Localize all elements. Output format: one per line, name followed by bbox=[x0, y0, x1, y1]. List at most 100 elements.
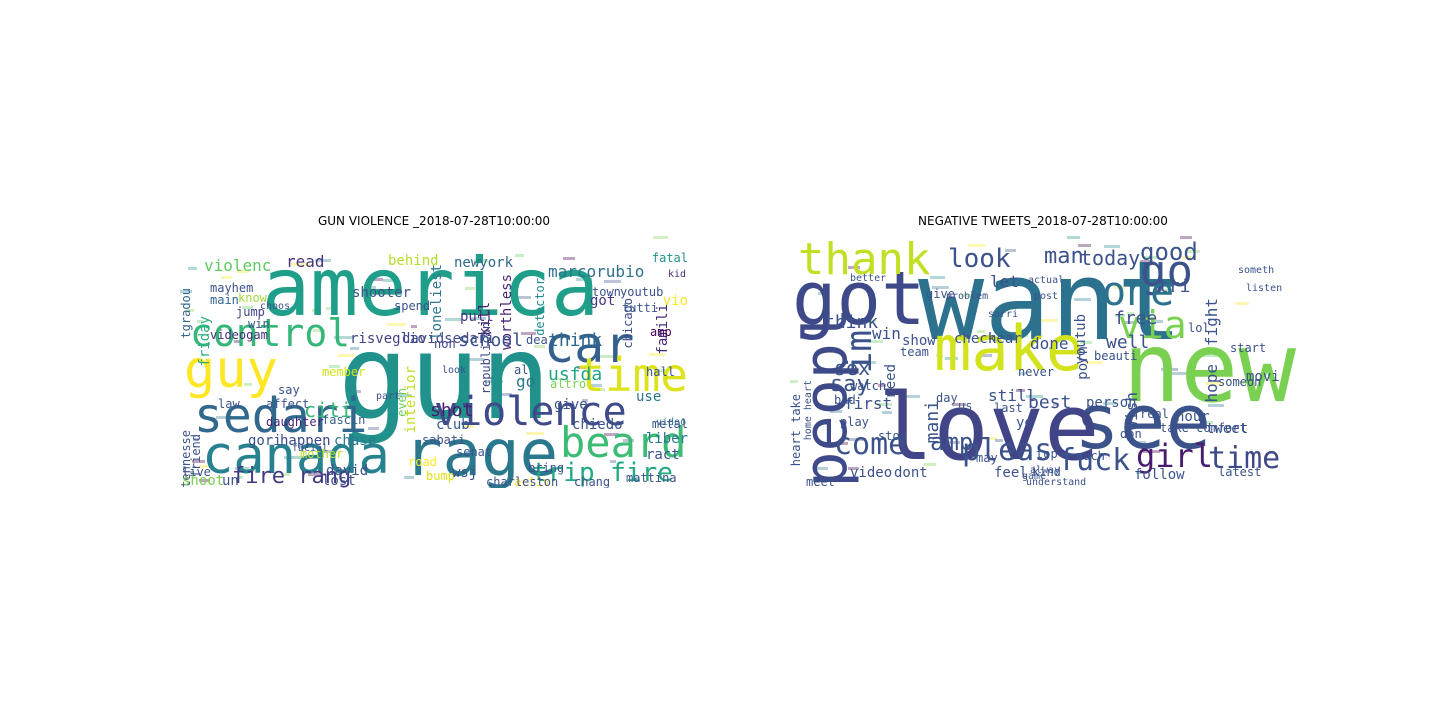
cloud-filler-mark bbox=[588, 361, 594, 364]
cloud-filler-mark bbox=[199, 479, 210, 482]
cloud-word: davidsedari bbox=[402, 331, 495, 347]
cloud-filler-mark bbox=[1152, 335, 1160, 338]
cloud-word: alway bbox=[1030, 465, 1061, 476]
cloud-filler-mark bbox=[463, 425, 474, 428]
cloud-filler-mark bbox=[319, 450, 334, 453]
cloud-filler-mark bbox=[1016, 389, 1025, 392]
panel-title: GUN VIOLENCE _2018-07-28T10:00:00 bbox=[317, 214, 551, 228]
cloud-filler-mark bbox=[604, 280, 621, 283]
cloud-filler-mark bbox=[350, 347, 359, 350]
cloud-word: real bbox=[1140, 407, 1169, 421]
cloud-filler-mark bbox=[326, 307, 332, 310]
wordcloud-panel-negative-tweets: NEGATIVE TWEETS_2018-07-28T10:00:00 want… bbox=[790, 212, 1296, 488]
cloud-word: republican bbox=[479, 322, 493, 395]
cloud-filler-mark bbox=[1202, 354, 1218, 357]
cloud-filler-mark bbox=[1140, 260, 1153, 263]
cloud-word: think bbox=[824, 312, 879, 333]
cloud-word: tweet bbox=[1206, 421, 1249, 437]
wordcloud-panel-gun-violence: GUN VIOLENCE _2018-07-28T10:00:00 americ… bbox=[180, 212, 688, 488]
cloud-word: detector bbox=[533, 278, 547, 336]
cloud-word: rage bbox=[404, 417, 559, 488]
cloud-word: violence bbox=[434, 389, 627, 435]
cloud-filler-mark bbox=[329, 365, 340, 368]
cloud-word: friday bbox=[197, 316, 213, 367]
cloud-word: loneliest bbox=[429, 264, 445, 340]
cloud-filler-mark bbox=[1186, 250, 1200, 253]
cloud-filler-mark bbox=[1127, 312, 1134, 315]
cloud-word: post bbox=[1034, 291, 1059, 302]
cloud-filler-mark bbox=[1238, 381, 1255, 384]
cloud-word: fascin bbox=[322, 413, 366, 427]
cloud-filler-mark bbox=[878, 384, 886, 387]
cloud-word: play bbox=[840, 415, 869, 429]
cloud-word: porn bbox=[1075, 346, 1091, 380]
cloud-filler-mark bbox=[1103, 402, 1116, 405]
cloud-filler-mark bbox=[1085, 361, 1102, 364]
cloud-word: dea bbox=[526, 333, 548, 347]
cloud-filler-mark bbox=[383, 279, 396, 282]
cloud-filler-mark bbox=[594, 388, 605, 391]
cloud-filler-mark bbox=[283, 473, 290, 476]
cloud-word: pleas bbox=[962, 433, 1053, 468]
cloud-word: america bbox=[262, 241, 600, 334]
cloud-filler-mark bbox=[610, 460, 616, 463]
cloud-word: mother bbox=[300, 447, 344, 461]
cloud-word: chiedo bbox=[572, 417, 623, 433]
cloud-word: affect bbox=[266, 397, 310, 411]
cloud-filler-mark bbox=[368, 427, 379, 430]
cloud-word: amp bbox=[930, 428, 974, 456]
cloud-word: amp bbox=[650, 325, 672, 339]
cloud-word: last bbox=[994, 401, 1023, 415]
cloud-filler-mark bbox=[498, 393, 512, 396]
cloud-filler-mark bbox=[1137, 441, 1146, 444]
cloud-word: today bbox=[1080, 246, 1141, 270]
cloud-word: car bbox=[544, 316, 635, 374]
cloud-word: win bbox=[248, 317, 270, 331]
cloud-filler-mark bbox=[1180, 236, 1192, 239]
cloud-word: liber bbox=[645, 431, 688, 447]
cloud-word: got bbox=[590, 293, 616, 309]
cloud-filler-mark bbox=[1235, 302, 1249, 305]
cloud-word: chase bbox=[334, 433, 377, 449]
cloud-filler-mark bbox=[949, 441, 960, 444]
cloud-word: know bbox=[238, 291, 267, 305]
cloud-word: lol bbox=[1188, 321, 1210, 335]
cloud-word: trip fire bbox=[532, 458, 673, 488]
cloud-word: done bbox=[1030, 334, 1069, 353]
cloud-word: tri bbox=[1158, 276, 1191, 297]
cloud-filler-mark bbox=[471, 317, 486, 320]
cloud-filler-mark bbox=[1161, 368, 1178, 371]
cloud-filler-mark bbox=[1182, 256, 1195, 259]
word-cloud: want new make see love got thank peopl go one via i… bbox=[790, 234, 1296, 488]
cloud-word: latest bbox=[1218, 465, 1262, 479]
cloud-filler-mark bbox=[1115, 314, 1125, 317]
cloud-word: risveglio bbox=[350, 331, 426, 347]
cloud-word: beauti bbox=[1094, 349, 1138, 363]
cloud-word: town bbox=[592, 285, 621, 299]
cloud-filler-mark bbox=[653, 236, 668, 239]
cloud-word: tgradou bbox=[180, 288, 193, 339]
cloud-filler-mark bbox=[235, 467, 249, 470]
cloud-filler-mark bbox=[465, 358, 484, 361]
cloud-word: never bbox=[1018, 365, 1055, 379]
cloud-word: un bbox=[222, 473, 239, 488]
cloud-word: win bbox=[872, 324, 901, 343]
cloud-filler-mark bbox=[836, 442, 848, 445]
cloud-word: beard bbox=[560, 418, 687, 467]
cloud-filler-mark bbox=[877, 403, 892, 406]
cloud-word: kid bbox=[668, 269, 687, 280]
cloud-word: one bbox=[1102, 269, 1175, 315]
cloud-filler-mark bbox=[1136, 471, 1147, 474]
cloud-filler-mark bbox=[521, 332, 536, 335]
cloud-word: shot bbox=[430, 400, 474, 421]
cloud-filler-mark bbox=[1144, 256, 1158, 259]
cloud-filler-mark bbox=[995, 439, 1003, 442]
cloud-word: got bbox=[792, 256, 926, 342]
cloud-filler-mark bbox=[848, 266, 860, 269]
cloud-filler-mark bbox=[1026, 395, 1043, 398]
cloud-filler-mark bbox=[818, 292, 825, 295]
cloud-word: meet bbox=[806, 475, 835, 488]
cloud-filler-mark bbox=[1067, 236, 1080, 239]
cloud-word: go bbox=[1140, 246, 1193, 297]
cloud-word: first bbox=[844, 394, 893, 413]
